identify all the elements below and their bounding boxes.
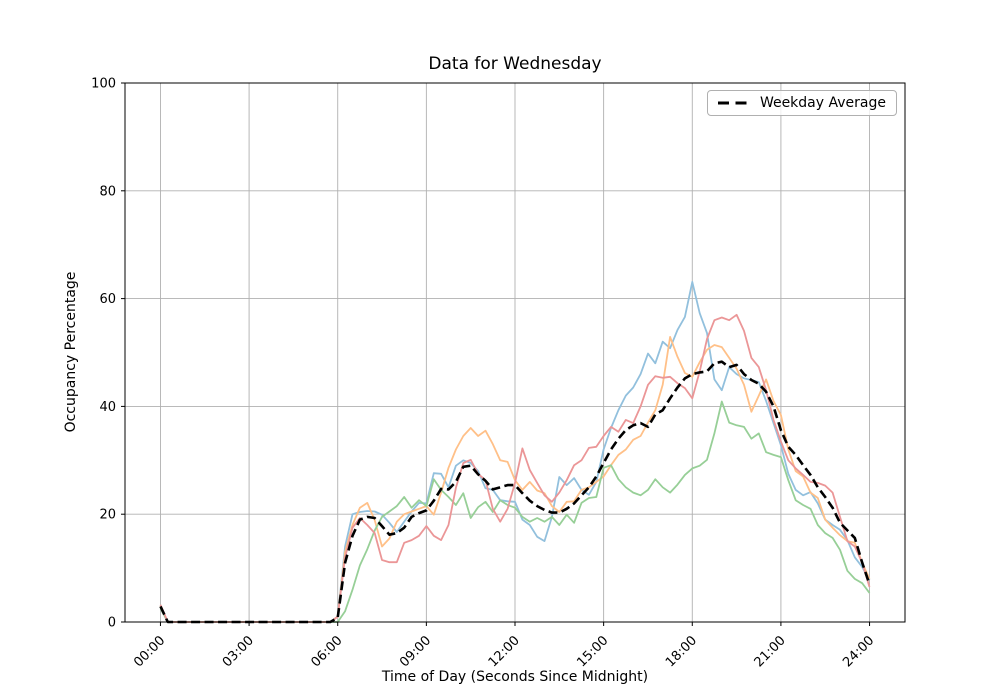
x-tick-label: 15:00 (574, 633, 611, 670)
y-tick-label: 0 (108, 616, 116, 631)
x-axis-label: Time of Day (Seconds Since Midnight) (381, 669, 649, 685)
x-tick-label: 00:00 (131, 633, 168, 670)
x-tick-label: 09:00 (397, 633, 434, 670)
legend-entry-label: Weekday Average (759, 95, 886, 111)
x-tick-label: 21:00 (752, 633, 789, 670)
x-tick-label: 03:00 (220, 633, 257, 670)
y-tick-label: 80 (99, 184, 116, 199)
y-tick-label: 20 (99, 508, 116, 523)
legend: Weekday Average (706, 90, 897, 116)
y-axis-label: Occupancy Percentage (63, 271, 79, 433)
x-tick-label: 06:00 (308, 633, 345, 670)
y-tick-label: 100 (91, 77, 116, 92)
x-tick-label: 12:00 (486, 633, 523, 670)
chart-title: Data for Wednesday (428, 54, 602, 74)
x-tick-label: 18:00 (663, 633, 700, 670)
x-tick-label: 24:00 (840, 633, 877, 670)
legend-dashed-line-icon (717, 101, 750, 105)
y-tick-label: 40 (99, 400, 116, 415)
y-tick-label: 60 (99, 292, 116, 307)
